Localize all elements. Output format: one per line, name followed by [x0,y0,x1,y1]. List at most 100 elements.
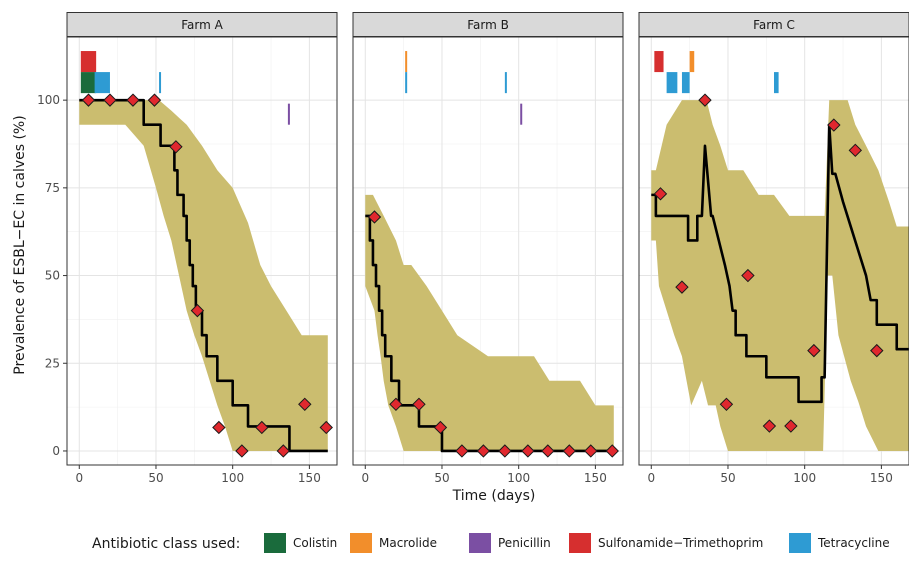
x-axis-label: Time (days) [452,488,536,504]
x-tick-label: 150 [870,471,893,485]
observed-point [870,343,884,358]
treatment-bar [681,72,690,94]
credible-interval-band [79,100,328,451]
panel-border [66,36,338,466]
credible-interval-band [651,100,909,451]
legend-label: Colistin [293,536,337,550]
y-tick-label: 100 [37,93,60,107]
observed-point [762,419,777,433]
observed-point [541,444,555,458]
x-tick-label: 50 [720,471,735,485]
treatment-bar [689,51,695,73]
treatment-bar [654,51,664,73]
y-tick-label: 0 [52,444,60,458]
facet-title: Farm B [467,18,509,32]
observed-point [433,420,448,435]
observed-point [276,444,291,458]
observed-point [605,444,619,458]
observed-point [653,187,668,201]
observed-point [675,280,689,294]
treatment-bar [774,72,779,94]
treatment-bar [405,51,408,73]
facet-strip [66,12,338,37]
observed-point [298,397,312,412]
observed-point [698,93,712,107]
treatment-bar [405,72,408,94]
observed-point [389,397,403,412]
treatment-bar [666,72,678,94]
observed-point [584,444,598,458]
x-tick-label: 100 [507,471,530,485]
median-line [365,214,614,453]
panel-farm-b: Farm B 0 50 100 150 [352,12,624,485]
observed-point [103,93,117,107]
plot-area [79,51,333,458]
y-tick-label: 50 [45,269,60,283]
credible-interval-band [365,194,614,451]
legend-label: Penicillin [498,536,551,550]
x-tick-label: 0 [75,471,83,485]
facet-title: Farm C [753,18,795,32]
legend-label: Tetracycline [817,536,890,550]
observed-point [319,420,333,435]
observed-point [719,397,734,412]
observed-point [147,93,162,107]
observed-point [235,444,249,458]
observed-point [741,268,755,283]
y-tick-label: 75 [45,181,60,195]
observed-point [126,93,140,107]
legend-key [469,533,491,553]
observed-point [807,343,821,358]
observed-point [212,420,226,435]
plot-area [651,51,909,451]
treatment-bar [159,72,162,94]
x-tick-label: 50 [148,471,163,485]
observed-point [169,140,183,154]
legend-key [789,533,811,553]
observed-point [476,444,491,458]
observed-point [255,420,269,435]
x-tick-label: 50 [434,471,449,485]
observed-point [827,118,841,132]
panel-border [638,36,909,466]
observed-point [367,210,382,224]
panel-border [352,36,624,466]
y-axis-label: Prevalence of ESBL−EC in calves (%) [12,115,28,374]
median-line [651,123,909,404]
x-tick-label: 0 [647,471,655,485]
observed-point [521,444,535,458]
observed-point [562,444,577,458]
legend-title: Antibiotic class used: [92,536,240,552]
observed-point [412,397,426,412]
observed-point [455,444,469,458]
treatment-bar [504,72,507,94]
x-tick-label: 150 [298,471,321,485]
y-tick-label: 25 [45,356,60,370]
legend-key [264,533,286,553]
observed-point [190,303,205,318]
observed-point [81,93,96,107]
facet-title: Farm A [181,18,223,32]
observed-point [498,444,512,458]
legend: Antibiotic class used: Colistin Macrolide P… [92,533,890,553]
legend-label: Sulfonamide−Trimethoprim [598,536,763,550]
treatment-bar [80,72,97,94]
x-tick-label: 100 [793,471,816,485]
observed-point [848,143,863,158]
panel-farm-a: Farm A 0 50 100 150 0 25 50 75 100 [37,12,338,485]
treatment-bar [80,51,97,73]
x-tick-label: 0 [361,471,369,485]
x-tick-label: 100 [221,471,244,485]
facet-strip [352,12,624,37]
legend-label: Macrolide [379,536,437,550]
treatment-bar [287,103,290,125]
x-tick-label: 150 [584,471,607,485]
treatment-bar [94,72,110,94]
observed-point [784,419,798,433]
plot-area [365,51,619,458]
panel-farm-c: Farm C 0 50 100 150 [638,12,909,485]
legend-key [350,533,372,553]
legend-key [569,533,591,553]
